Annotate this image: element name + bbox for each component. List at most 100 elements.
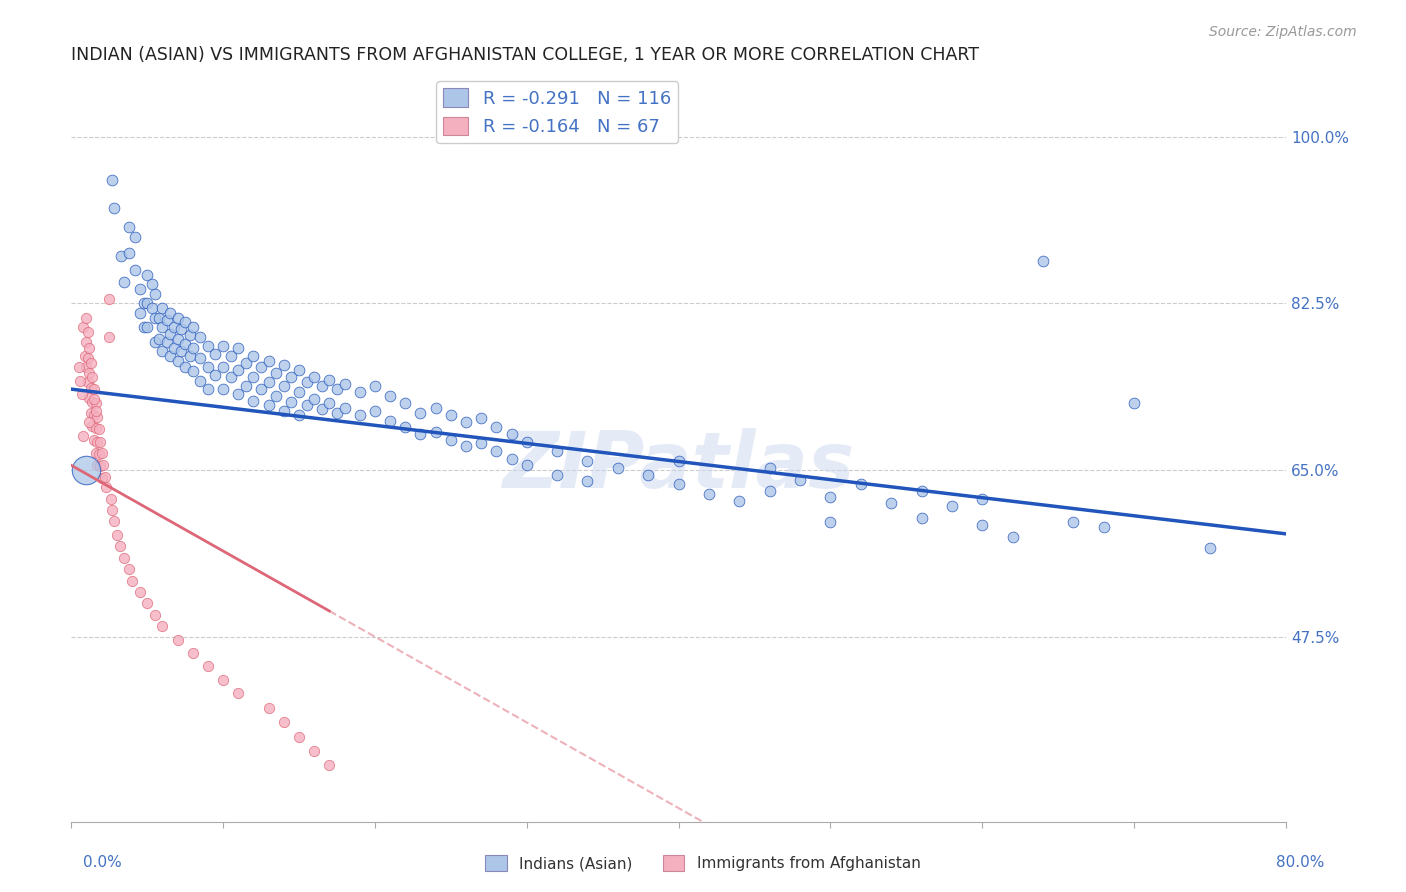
Point [333, 377, 356, 392]
Point [697, 487, 720, 501]
Point [84, 404, 107, 418]
Point [226, 387, 249, 401]
Point [349, 384, 371, 399]
Point [75, 334, 97, 349]
Point [789, 473, 811, 487]
Point [273, 359, 295, 373]
Point [326, 382, 349, 396]
Point [295, 398, 318, 412]
Point [454, 416, 477, 430]
Point [235, 356, 257, 370]
Point [226, 341, 249, 355]
Point [470, 436, 492, 450]
Point [136, 268, 159, 282]
Point [159, 349, 181, 363]
Point [72, 320, 94, 334]
Point [226, 686, 249, 700]
Point [349, 408, 371, 422]
Point [69, 374, 91, 388]
Point [118, 220, 141, 235]
Point [235, 379, 257, 393]
Point [318, 373, 340, 387]
Point [181, 646, 204, 660]
Point [79, 366, 101, 380]
Point [242, 349, 264, 363]
Point [501, 426, 523, 441]
Point [516, 458, 538, 473]
Point [273, 715, 295, 730]
Point [668, 453, 690, 467]
Point [169, 322, 191, 336]
Point [166, 632, 188, 647]
Point [79, 416, 101, 430]
Point [150, 344, 173, 359]
Point [212, 673, 235, 687]
Point [454, 439, 477, 453]
Point [100, 491, 122, 506]
Point [166, 332, 188, 346]
Point [280, 369, 302, 384]
Point [333, 401, 356, 416]
Point [82, 419, 104, 434]
Point [181, 320, 204, 334]
Point [72, 429, 94, 443]
Point [163, 341, 186, 355]
Point [86, 458, 108, 473]
Point [1092, 520, 1115, 534]
Point [82, 369, 104, 384]
Point [188, 330, 211, 344]
Point [159, 306, 181, 320]
Point [148, 310, 170, 325]
Point [79, 341, 101, 355]
Point [516, 434, 538, 449]
Point [470, 410, 492, 425]
Point [311, 379, 333, 393]
Point [89, 459, 111, 474]
Text: Source: ZipAtlas.com: Source: ZipAtlas.com [1209, 25, 1357, 39]
Point [910, 510, 932, 524]
Point [136, 296, 159, 310]
Text: 80.0%: 80.0% [1277, 855, 1324, 870]
Point [1199, 541, 1222, 556]
Point [121, 574, 143, 588]
Point [204, 368, 226, 382]
Point [103, 201, 125, 215]
Point [212, 360, 235, 375]
Point [136, 320, 159, 334]
Point [485, 420, 508, 434]
Point [159, 326, 181, 341]
Point [849, 477, 872, 491]
Point [364, 404, 387, 418]
Point [80, 381, 103, 395]
Point [90, 446, 112, 460]
Point [273, 379, 295, 393]
Point [188, 374, 211, 388]
Point [169, 344, 191, 359]
Point [197, 339, 219, 353]
Point [264, 366, 287, 380]
Point [179, 327, 201, 342]
Point [728, 493, 751, 508]
Point [250, 360, 273, 375]
Point [166, 353, 188, 368]
Point [98, 292, 121, 306]
Point [302, 369, 325, 384]
Point [86, 409, 108, 424]
Point [576, 453, 599, 467]
Point [101, 503, 124, 517]
Point [90, 471, 112, 485]
Point [148, 332, 170, 346]
Point [1032, 253, 1054, 268]
Point [364, 379, 387, 393]
Point [394, 420, 416, 434]
Point [212, 339, 235, 353]
Point [103, 515, 125, 529]
Point [156, 312, 179, 326]
Point [86, 434, 108, 449]
Point [302, 392, 325, 406]
Point [96, 480, 118, 494]
Point [93, 469, 115, 483]
Point [98, 330, 121, 344]
Point [758, 461, 780, 475]
Point [181, 364, 204, 378]
